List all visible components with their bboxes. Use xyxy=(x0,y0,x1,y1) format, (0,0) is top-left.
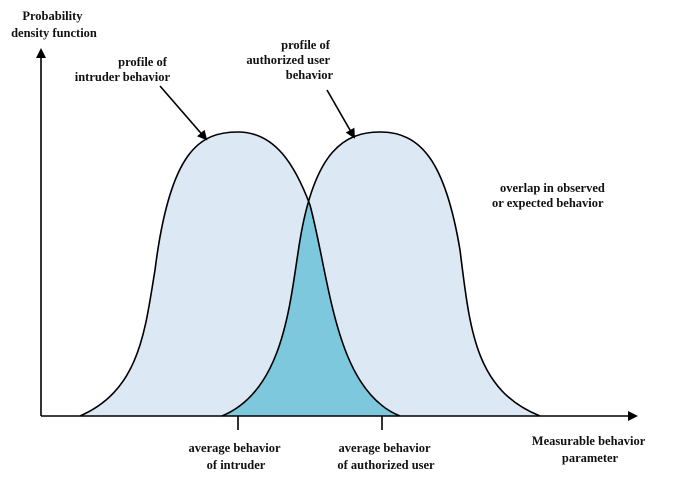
intruder-pointer-arrow xyxy=(159,85,208,141)
intruder-profile-label: profile of intruder behavior xyxy=(75,55,171,84)
x-axis-label: Measurable behavior parameter xyxy=(532,434,648,465)
intruder-average-label: average behavior of intruder xyxy=(189,441,284,472)
y-axis-label: Probability density function xyxy=(11,9,97,40)
authorized-pointer-arrow xyxy=(326,89,355,139)
authorized-average-label: average behavior of authorized user xyxy=(337,441,435,472)
overlap-label: overlap in observed or expected behavior xyxy=(492,181,608,210)
intruder-profile-outline xyxy=(79,131,401,417)
authorized-profile-label: profile of authorized user behavior xyxy=(246,38,333,82)
authorized-profile-outline xyxy=(221,131,541,417)
